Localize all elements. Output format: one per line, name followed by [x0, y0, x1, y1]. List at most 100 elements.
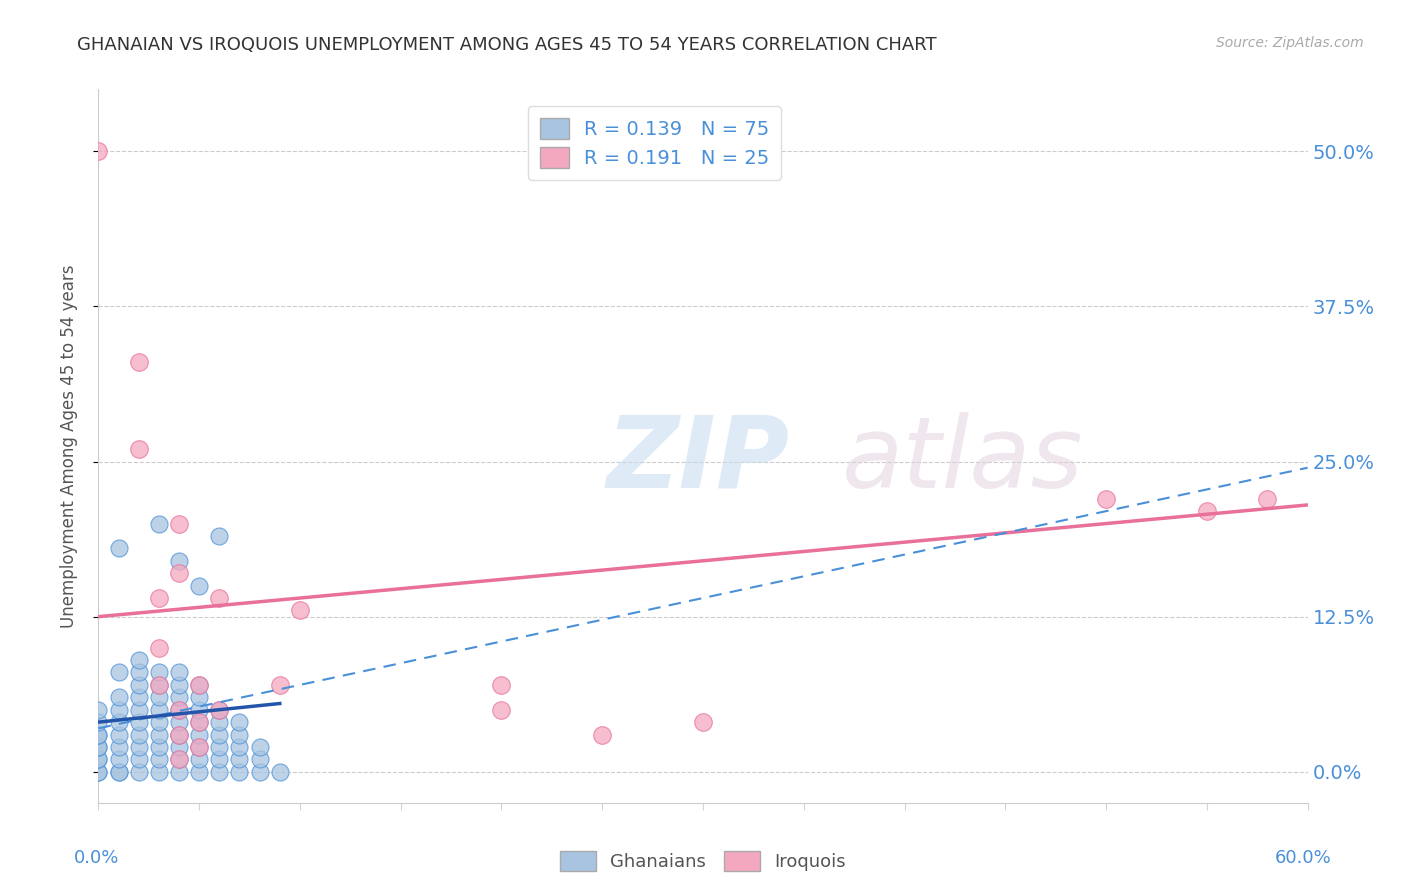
Point [128, 665, 150, 680]
Point [1195, 504, 1218, 518]
Point [107, 703, 129, 717]
Point [107, 739, 129, 754]
Point [107, 541, 129, 556]
Point [128, 715, 150, 730]
Point [208, 727, 231, 741]
Point [188, 703, 211, 717]
Point [167, 690, 190, 705]
Point [148, 640, 170, 655]
Point [107, 764, 129, 779]
Point [188, 727, 211, 741]
Point [167, 727, 190, 741]
Text: ZIP: ZIP [606, 412, 789, 508]
Point [208, 529, 231, 543]
Point [167, 739, 190, 754]
Point [188, 764, 211, 779]
Point [128, 690, 150, 705]
Point [228, 764, 250, 779]
Point [591, 727, 613, 741]
Point [87, 752, 110, 766]
Point [167, 554, 190, 568]
Point [269, 764, 291, 779]
Point [148, 665, 170, 680]
Point [107, 727, 129, 741]
Point [249, 752, 271, 766]
Y-axis label: Unemployment Among Ages 45 to 54 years: Unemployment Among Ages 45 to 54 years [59, 264, 77, 628]
Point [87, 764, 110, 779]
Point [148, 727, 170, 741]
Point [167, 566, 190, 581]
Legend: Ghanaians, Iroquois: Ghanaians, Iroquois [553, 844, 853, 879]
Text: Source: ZipAtlas.com: Source: ZipAtlas.com [1216, 36, 1364, 50]
Point [167, 516, 190, 531]
Point [87, 727, 110, 741]
Point [148, 703, 170, 717]
Point [208, 715, 231, 730]
Point [128, 703, 150, 717]
Point [208, 752, 231, 766]
Point [87, 703, 110, 717]
Point [128, 727, 150, 741]
Point [128, 752, 150, 766]
Point [167, 764, 190, 779]
Point [148, 764, 170, 779]
Point [188, 752, 211, 766]
Point [491, 678, 513, 692]
Point [188, 739, 211, 754]
Point [249, 739, 271, 754]
Point [228, 727, 250, 741]
Point [167, 727, 190, 741]
Point [148, 516, 170, 531]
Point [269, 678, 291, 692]
Point [188, 690, 211, 705]
Point [167, 678, 190, 692]
Text: 60.0%: 60.0% [1275, 849, 1331, 867]
Point [87, 727, 110, 741]
Point [128, 653, 150, 667]
Point [148, 591, 170, 605]
Legend: R = 0.139   N = 75, R = 0.191   N = 25: R = 0.139 N = 75, R = 0.191 N = 25 [529, 106, 782, 179]
Point [188, 715, 211, 730]
Point [188, 739, 211, 754]
Point [87, 739, 110, 754]
Point [107, 752, 129, 766]
Point [167, 665, 190, 680]
Point [167, 703, 190, 717]
Point [107, 690, 129, 705]
Point [128, 678, 150, 692]
Point [148, 752, 170, 766]
Point [87, 752, 110, 766]
Point [228, 739, 250, 754]
Point [148, 739, 170, 754]
Point [87, 145, 110, 159]
Point [288, 603, 311, 617]
Point [208, 703, 231, 717]
Point [167, 752, 190, 766]
Point [107, 764, 129, 779]
Point [1095, 491, 1118, 506]
Point [1256, 491, 1278, 506]
Point [128, 739, 150, 754]
Point [228, 752, 250, 766]
Point [188, 715, 211, 730]
Point [148, 678, 170, 692]
Point [148, 690, 170, 705]
Point [148, 678, 170, 692]
Point [167, 703, 190, 717]
Point [188, 678, 211, 692]
Point [208, 591, 231, 605]
Point [188, 579, 211, 593]
Point [107, 665, 129, 680]
Point [87, 739, 110, 754]
Point [208, 764, 231, 779]
Text: atlas: atlas [842, 412, 1084, 508]
Point [128, 764, 150, 779]
Point [167, 715, 190, 730]
Point [208, 703, 231, 717]
Point [228, 715, 250, 730]
Point [208, 739, 231, 754]
Point [692, 715, 714, 730]
Point [128, 442, 150, 456]
Point [167, 752, 190, 766]
Text: GHANAIAN VS IROQUOIS UNEMPLOYMENT AMONG AGES 45 TO 54 YEARS CORRELATION CHART: GHANAIAN VS IROQUOIS UNEMPLOYMENT AMONG … [77, 36, 936, 54]
